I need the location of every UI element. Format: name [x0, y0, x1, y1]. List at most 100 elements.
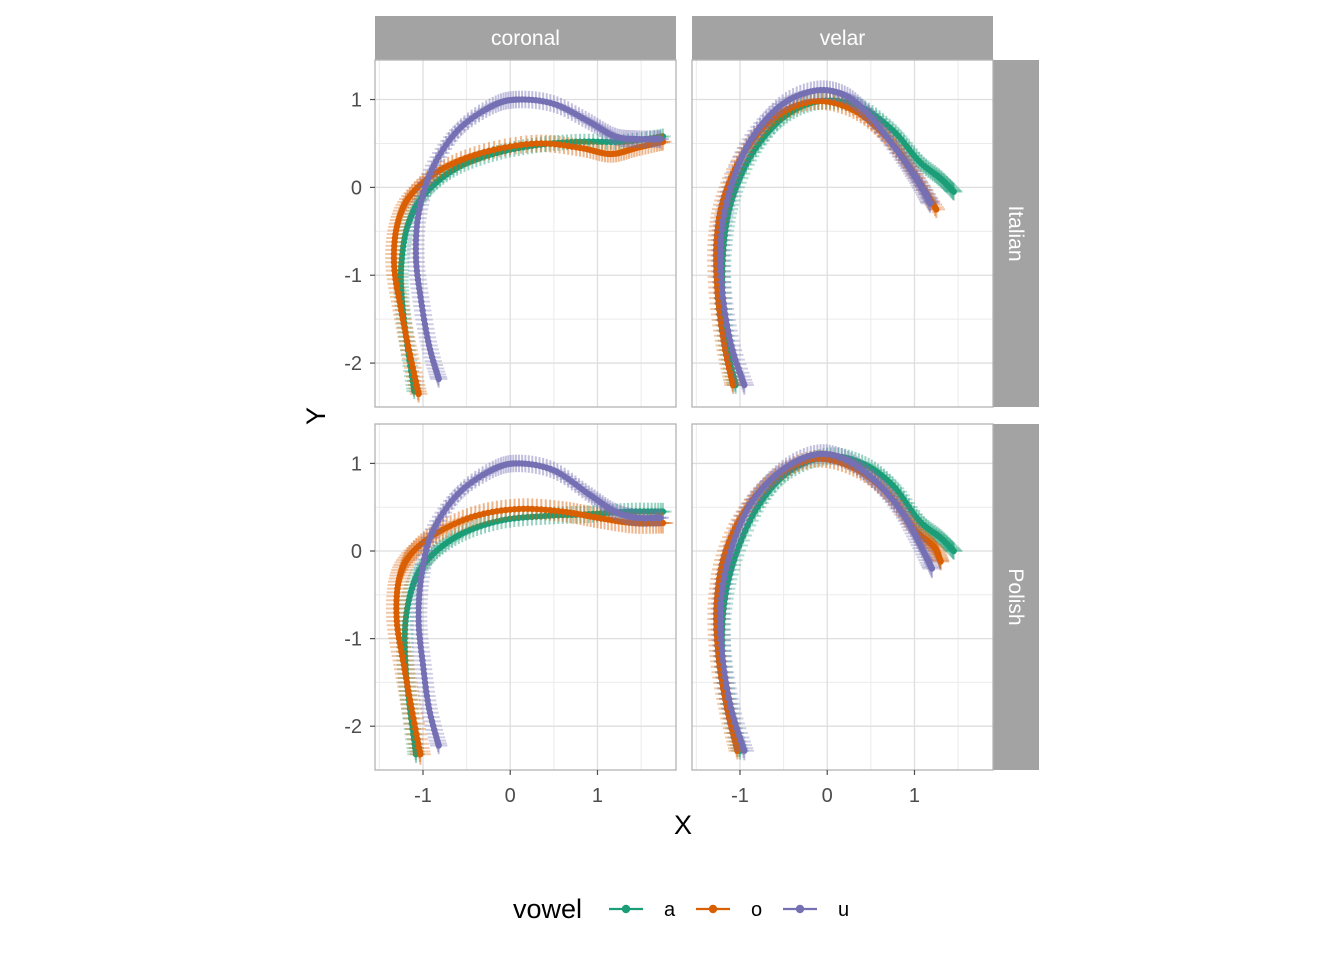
y-tick-label: -2	[344, 716, 362, 738]
data-point-o	[713, 595, 720, 602]
data-point-u	[719, 658, 727, 665]
x-tick-label: -1	[731, 785, 749, 807]
data-point-a	[401, 639, 408, 646]
panel-border	[691, 423, 994, 771]
data-point-o	[728, 725, 735, 732]
data-point-o	[501, 144, 508, 151]
data-point-o	[724, 710, 732, 717]
data-point-u	[717, 626, 724, 633]
x-axis-title: X	[674, 810, 692, 840]
panel-coronal-Polish: -2 -1 0 1 -1 0 1	[344, 423, 677, 807]
data-point-u	[720, 576, 728, 583]
data-point-u	[717, 241, 724, 249]
data-point-u	[718, 647, 726, 655]
data-point-o	[720, 337, 727, 344]
legend-key-point	[621, 904, 631, 914]
strip-velar	[692, 16, 993, 60]
y-tick-label: 1	[351, 90, 362, 112]
legend-label-a: a	[664, 899, 676, 921]
strip-label-Polish: Polish	[1004, 568, 1027, 625]
data-point-u	[729, 178, 736, 186]
panel-velar-Italian	[691, 59, 994, 408]
data-point-o	[718, 327, 726, 334]
data-point-u	[724, 327, 732, 334]
data-point-u	[729, 542, 736, 549]
panel-velar-Polish: -1 0 1	[691, 423, 994, 807]
data-point-o	[533, 140, 540, 147]
data-point-o	[713, 278, 720, 286]
data-point-o	[412, 725, 419, 733]
data-point-o	[727, 720, 734, 727]
data-point-u	[732, 168, 740, 176]
data-point-o	[529, 505, 536, 513]
legend-title: vowel	[513, 894, 582, 924]
data-point-u	[726, 700, 734, 708]
data-point-u	[717, 268, 725, 275]
data-point-u	[719, 217, 727, 224]
data-point-u	[717, 631, 725, 639]
data-point-u	[730, 173, 738, 181]
x-tick-label: 0	[822, 785, 833, 807]
data-point-o	[537, 140, 545, 147]
data-point-u	[720, 663, 727, 671]
data-point-u	[723, 322, 731, 329]
y-tick-label: 1	[351, 453, 362, 475]
data-point-o	[524, 505, 532, 513]
data-point-u	[717, 610, 724, 618]
data-point-a	[590, 138, 597, 145]
data-point-o	[712, 262, 720, 270]
series-u	[710, 444, 942, 761]
x-tick-label: 1	[909, 785, 920, 807]
series-o	[385, 498, 674, 765]
data-point-u	[718, 284, 726, 291]
data-point-u	[717, 262, 724, 270]
y-axis-title: Y	[301, 407, 331, 425]
data-point-u	[721, 669, 728, 676]
strip-label-coronal: coronal	[491, 27, 560, 50]
data-point-o	[933, 206, 940, 213]
data-point-u	[717, 600, 724, 607]
data-point-u	[722, 311, 729, 318]
data-point-u	[733, 725, 741, 732]
data-point-u	[727, 547, 735, 554]
data-point-u	[719, 222, 726, 229]
data-point-u	[719, 585, 726, 592]
data-point-u	[724, 556, 732, 564]
data-point-o	[480, 149, 488, 156]
data-point-o	[721, 342, 728, 349]
panel-data	[385, 90, 672, 403]
data-point-u	[728, 705, 735, 712]
y-tick-label: 0	[351, 541, 362, 563]
panel-coronal-Italian: -2 -1 0 1	[344, 59, 677, 408]
data-point-o	[713, 273, 720, 280]
panel-background	[375, 424, 676, 770]
data-point-u	[718, 642, 725, 649]
data-point-u	[717, 615, 724, 623]
data-point-u	[726, 337, 734, 344]
data-point-o	[715, 575, 723, 583]
legend-item-o: o	[696, 899, 762, 921]
data-point-a	[950, 547, 957, 555]
data-point-u	[412, 245, 420, 253]
data-point-u	[730, 537, 738, 544]
data-point-o	[490, 146, 498, 153]
data-point-o	[715, 305, 723, 313]
x-tick-label: 0	[505, 785, 516, 807]
data-point-u	[730, 715, 738, 722]
data-point-o	[414, 736, 421, 743]
data-point-u	[722, 674, 729, 681]
data-point-o	[507, 143, 514, 150]
data-point-u	[732, 720, 739, 727]
data-point-u	[415, 613, 422, 620]
data-point-o	[496, 145, 503, 152]
data-point-o	[659, 519, 667, 527]
series-u	[710, 80, 940, 395]
data-point-u	[725, 332, 733, 340]
data-point-o	[716, 311, 723, 318]
panel-background	[692, 60, 993, 407]
y-tick-label: 0	[351, 177, 362, 199]
panel-data	[707, 444, 963, 761]
data-point-u	[717, 595, 725, 602]
data-point-o	[485, 147, 493, 155]
